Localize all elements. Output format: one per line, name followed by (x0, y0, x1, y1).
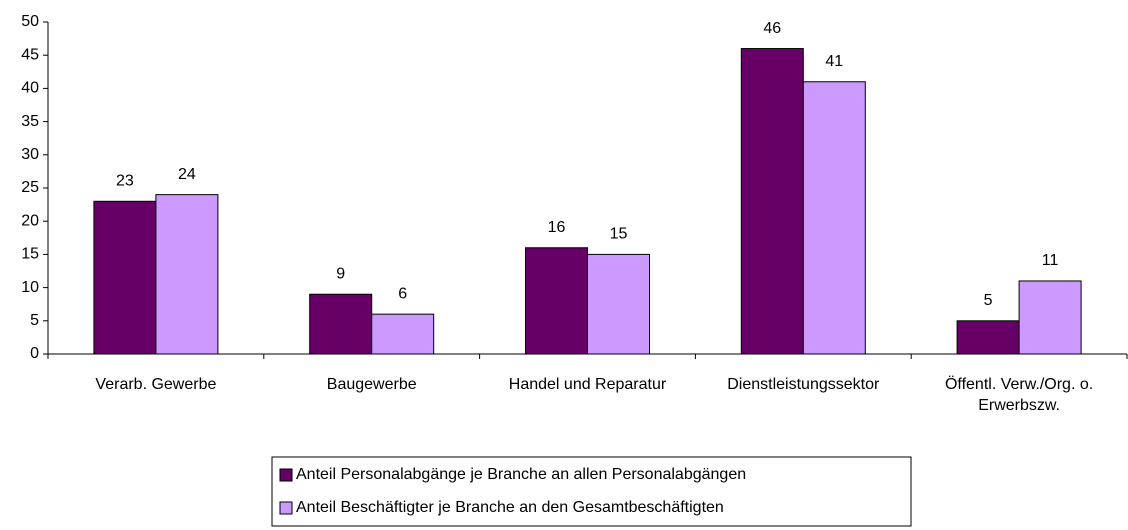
bar (371, 313, 435, 355)
y-tick-label: 15 (21, 246, 39, 263)
y-tick-label: 20 (21, 212, 39, 229)
bar (740, 48, 804, 355)
legend-swatch (279, 501, 293, 515)
x-tick-label: Baugewerbe (326, 376, 417, 393)
y-tick-label: 50 (21, 13, 39, 30)
bar (93, 200, 157, 355)
value-label: 5 (984, 292, 993, 309)
legend-label: Anteil Personalabgänge je Branche an all… (296, 466, 746, 483)
y-tick-label: 45 (21, 46, 39, 63)
y-tick-label: 40 (21, 80, 39, 97)
bar (525, 247, 588, 355)
y-tick-label: 0 (30, 345, 39, 362)
value-label: 23 (116, 172, 134, 189)
value-label: 24 (178, 166, 196, 183)
bar (309, 293, 373, 355)
y-tick-label: 5 (30, 312, 39, 329)
x-tick-label: Dienstleistungssektor (727, 376, 880, 393)
y-tick-label: 35 (21, 113, 39, 130)
x-tick-label: Handel und Reparatur (508, 376, 667, 393)
value-label: 15 (610, 226, 628, 243)
value-label: 41 (825, 53, 843, 70)
x-tick-label: Öffentl. Verw./Org. o. Erwerbszw. (944, 376, 1094, 414)
bar (802, 81, 866, 355)
value-label: 6 (398, 285, 407, 302)
bar (956, 320, 1020, 355)
legend-box (271, 456, 912, 527)
y-tick-label: 10 (21, 279, 39, 296)
legend-label: Anteil Beschäftigter je Branche an den G… (296, 499, 724, 516)
value-label: 16 (548, 219, 566, 236)
y-tick-label: 30 (21, 146, 39, 163)
bar (587, 253, 650, 355)
y-tick-label: 25 (21, 179, 39, 196)
value-label: 11 (1042, 252, 1059, 269)
value-label: 9 (336, 265, 345, 282)
bar (1018, 280, 1082, 355)
x-tick-label: Verarb. Gewerbe (95, 376, 217, 393)
value-label: 46 (763, 20, 781, 37)
bar (155, 194, 219, 355)
legend-swatch (279, 468, 293, 482)
